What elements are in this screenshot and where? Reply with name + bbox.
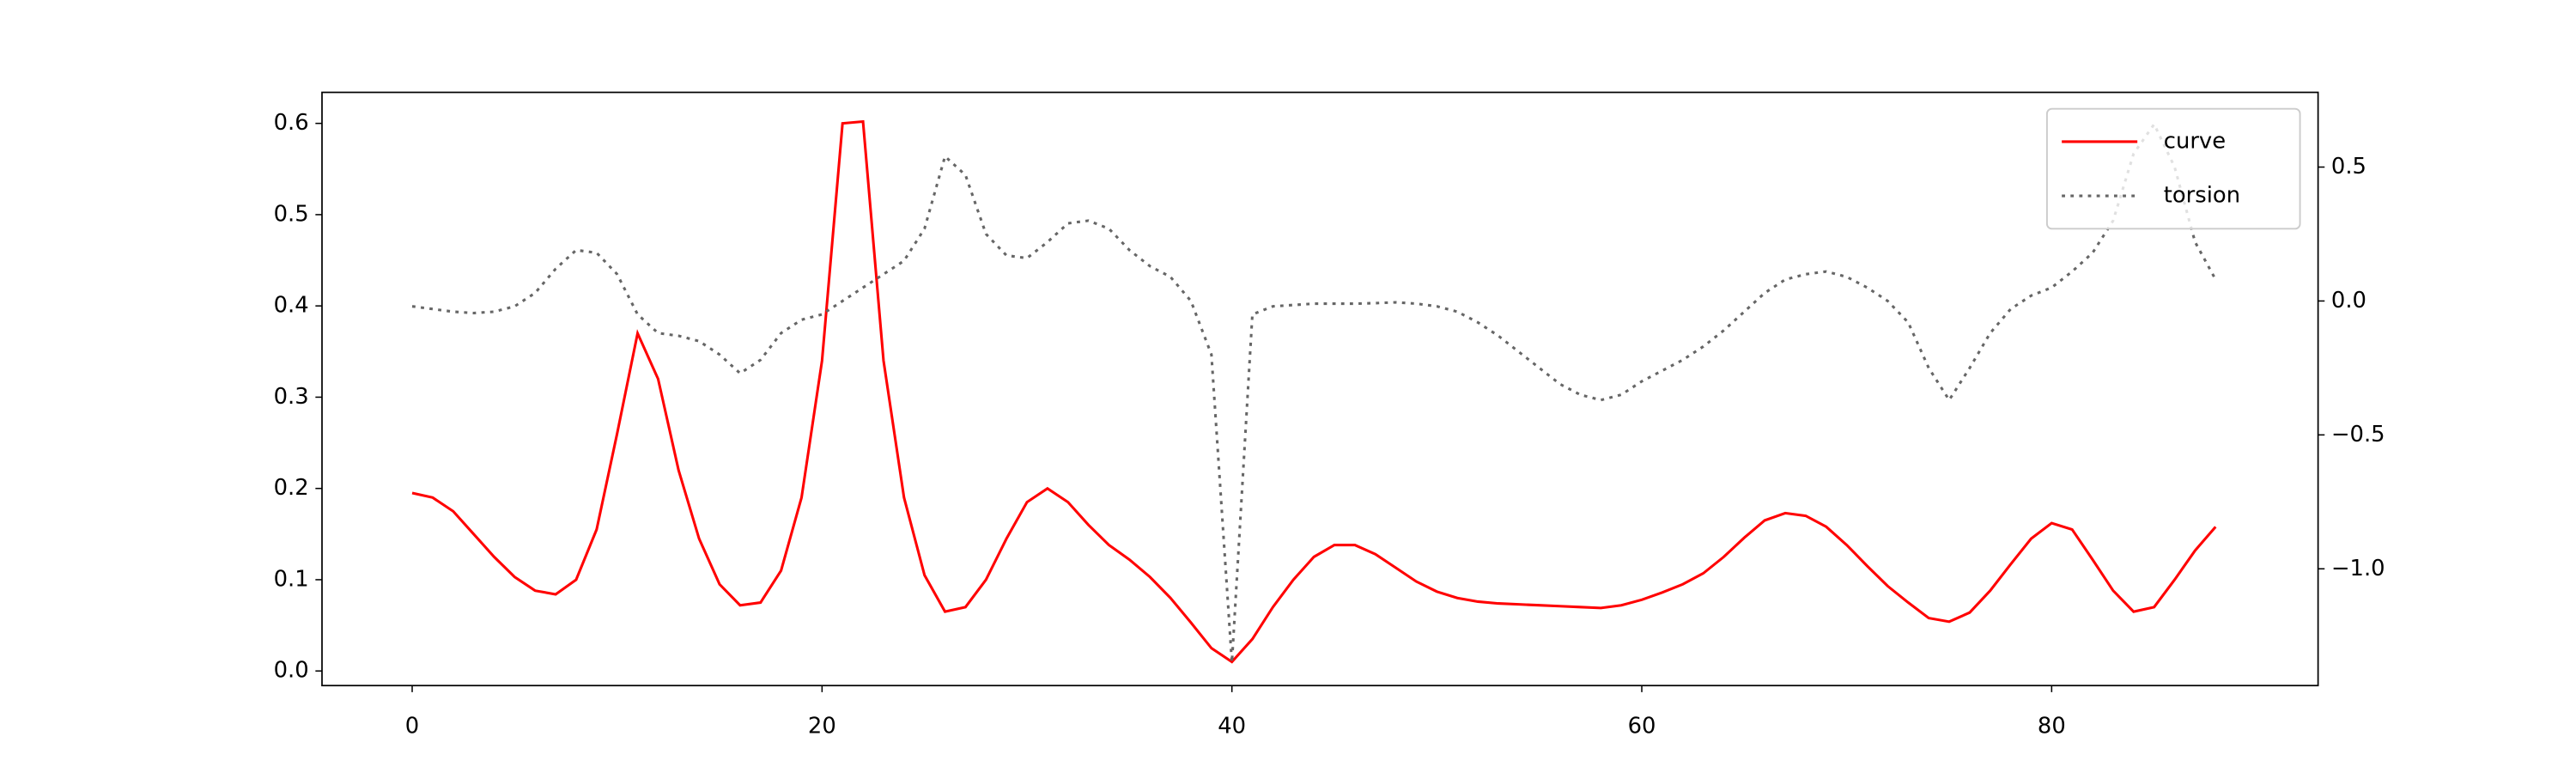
y-tick-label: 0.2 [274, 475, 309, 501]
y-tick-label: 0.4 [274, 293, 309, 319]
legend: curve torsion [2045, 107, 2301, 230]
y2-tick-label: 0.5 [2331, 154, 2366, 180]
y-tick-label: 0.3 [274, 384, 309, 410]
plot-frame [321, 91, 2319, 687]
legend-label: torsion [2164, 183, 2240, 209]
series-line [411, 121, 2217, 663]
y-tick-label: 0.1 [274, 566, 309, 592]
y2-tick-label: −0.5 [2331, 422, 2385, 447]
x-tick-label: 40 [1218, 714, 1246, 740]
x-tick-label: 80 [2038, 714, 2066, 740]
x-tick-label: 60 [1628, 714, 1656, 740]
legend-label: curve [2164, 128, 2226, 154]
legend-box [2045, 107, 2301, 230]
y-tick-label: 0.0 [274, 658, 309, 684]
y2-tick-label: −1.0 [2331, 556, 2385, 581]
y-tick-label: 0.5 [274, 201, 309, 227]
series-line [411, 119, 2217, 664]
y-tick-label: 0.6 [274, 110, 309, 136]
y2-tick-label: 0.0 [2331, 288, 2366, 313]
x-tick-label: 0 [405, 714, 419, 740]
x-tick-label: 20 [808, 714, 836, 740]
